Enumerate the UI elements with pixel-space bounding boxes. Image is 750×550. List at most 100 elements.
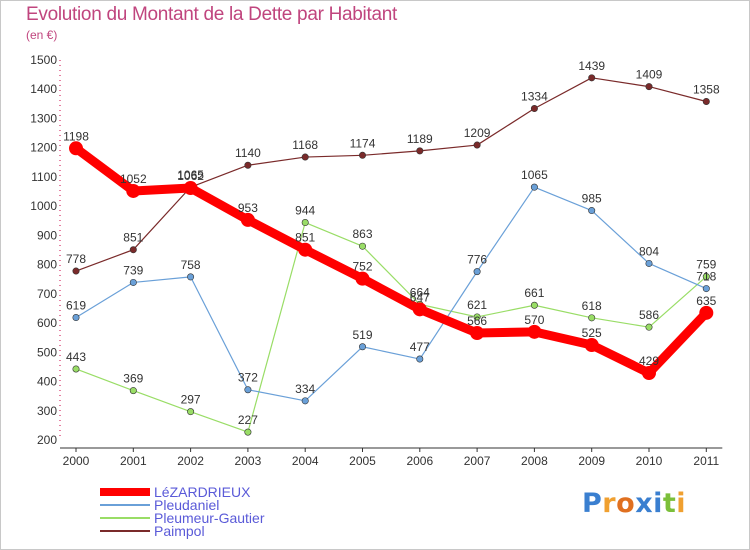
data-label: 635 <box>696 294 716 308</box>
data-point <box>702 285 710 293</box>
y-tick-label: 1300 <box>30 111 57 125</box>
data-label: 944 <box>295 204 315 218</box>
data-point <box>72 314 80 322</box>
data-point <box>588 207 596 215</box>
y-tick-label: 1500 <box>30 53 57 67</box>
y-tick-label: 900 <box>37 228 57 242</box>
data-point <box>588 314 596 322</box>
y-tick-label: 500 <box>37 345 57 359</box>
data-label: 477 <box>410 340 430 354</box>
x-tick-label: 2001 <box>120 454 147 468</box>
y-tick-label: 400 <box>37 375 57 389</box>
x-tick-label: 2010 <box>636 454 663 468</box>
data-point <box>244 428 252 436</box>
legend-swatch <box>100 504 150 506</box>
data-label: 1439 <box>578 59 605 73</box>
series-line <box>71 143 711 378</box>
data-label: 661 <box>524 286 544 300</box>
data-label: 664 <box>410 285 430 299</box>
data-label: 621 <box>467 298 487 312</box>
data-label: 1065 <box>521 168 548 182</box>
x-tick-label: 2004 <box>292 454 319 468</box>
data-point <box>72 365 80 373</box>
y-tick-label: 1000 <box>30 199 57 213</box>
data-label: 297 <box>181 393 201 407</box>
data-point <box>129 387 137 395</box>
x-tick-label: 2011 <box>693 454 719 468</box>
data-label: 1209 <box>464 126 491 140</box>
data-label: 1189 <box>407 132 433 146</box>
legend-label: Paimpol <box>154 523 205 539</box>
data-label: 619 <box>66 299 86 313</box>
data-label: 647 <box>410 290 430 304</box>
data-point <box>416 355 424 363</box>
data-point <box>645 323 653 331</box>
data-point <box>301 153 309 161</box>
data-point <box>530 183 538 191</box>
data-label: 443 <box>66 350 86 364</box>
data-point <box>183 181 198 196</box>
data-point <box>244 386 252 394</box>
data-label: 1065 <box>177 168 204 182</box>
legend-label: Pleudaniel <box>154 497 220 513</box>
chart-title: Evolution du Montant de la Dette par Hab… <box>26 4 397 25</box>
data-point <box>530 301 538 309</box>
data-label: 227 <box>238 413 258 427</box>
data-label: 1174 <box>350 136 376 150</box>
data-point <box>473 268 481 276</box>
data-label: 1198 <box>63 129 89 143</box>
data-label: 985 <box>582 192 602 206</box>
data-label: 778 <box>66 252 86 266</box>
x-tick-label: 2006 <box>406 454 433 468</box>
legend-swatch <box>100 488 150 496</box>
logo-letter: P <box>582 488 603 519</box>
data-label: 519 <box>352 328 372 342</box>
data-point <box>240 212 255 227</box>
data-point <box>187 408 195 416</box>
y-tick-label: 600 <box>37 316 57 330</box>
chart-subtitle: (en €) <box>26 28 58 42</box>
data-point <box>129 278 137 286</box>
data-point <box>355 271 370 286</box>
proxiti-logo: Proxiti <box>582 488 686 519</box>
data-label: 758 <box>181 258 201 272</box>
data-label: 1140 <box>235 146 261 160</box>
data-point <box>699 305 714 320</box>
data-label: 372 <box>238 371 258 385</box>
data-point <box>244 161 252 169</box>
legend-label: Pleumeur-Gautier <box>154 510 265 526</box>
data-label: 369 <box>123 372 143 386</box>
data-label: 739 <box>123 263 143 277</box>
logo-letter: t <box>662 488 677 519</box>
data-label: 570 <box>524 313 544 327</box>
data-point <box>416 147 424 155</box>
data-point <box>588 74 596 82</box>
x-tick-label: 2007 <box>464 454 491 468</box>
data-label: 776 <box>467 253 487 267</box>
data-label: 752 <box>352 260 372 274</box>
data-label: 1052 <box>120 172 147 186</box>
x-tick-label: 2005 <box>349 454 376 468</box>
data-point <box>530 105 538 113</box>
data-label: 334 <box>295 382 315 396</box>
data-point <box>301 219 309 227</box>
data-point <box>527 324 542 339</box>
data-label: 953 <box>238 201 258 215</box>
data-point <box>642 366 656 381</box>
data-point <box>358 242 366 250</box>
data-point <box>126 183 141 198</box>
data-label: 618 <box>582 299 602 313</box>
x-tick-label: 2003 <box>235 454 262 468</box>
y-tick-label: 1400 <box>30 82 57 96</box>
y-tick-label: 200 <box>37 433 57 447</box>
series-line <box>75 77 707 272</box>
data-point <box>301 397 309 405</box>
data-point <box>702 98 710 106</box>
logo-letter: o <box>616 488 636 519</box>
legend-swatch <box>100 517 150 519</box>
series-line <box>75 186 707 402</box>
data-point <box>645 259 653 267</box>
series-line <box>75 221 707 433</box>
data-label: 525 <box>582 326 602 340</box>
legend-swatch <box>100 530 150 532</box>
